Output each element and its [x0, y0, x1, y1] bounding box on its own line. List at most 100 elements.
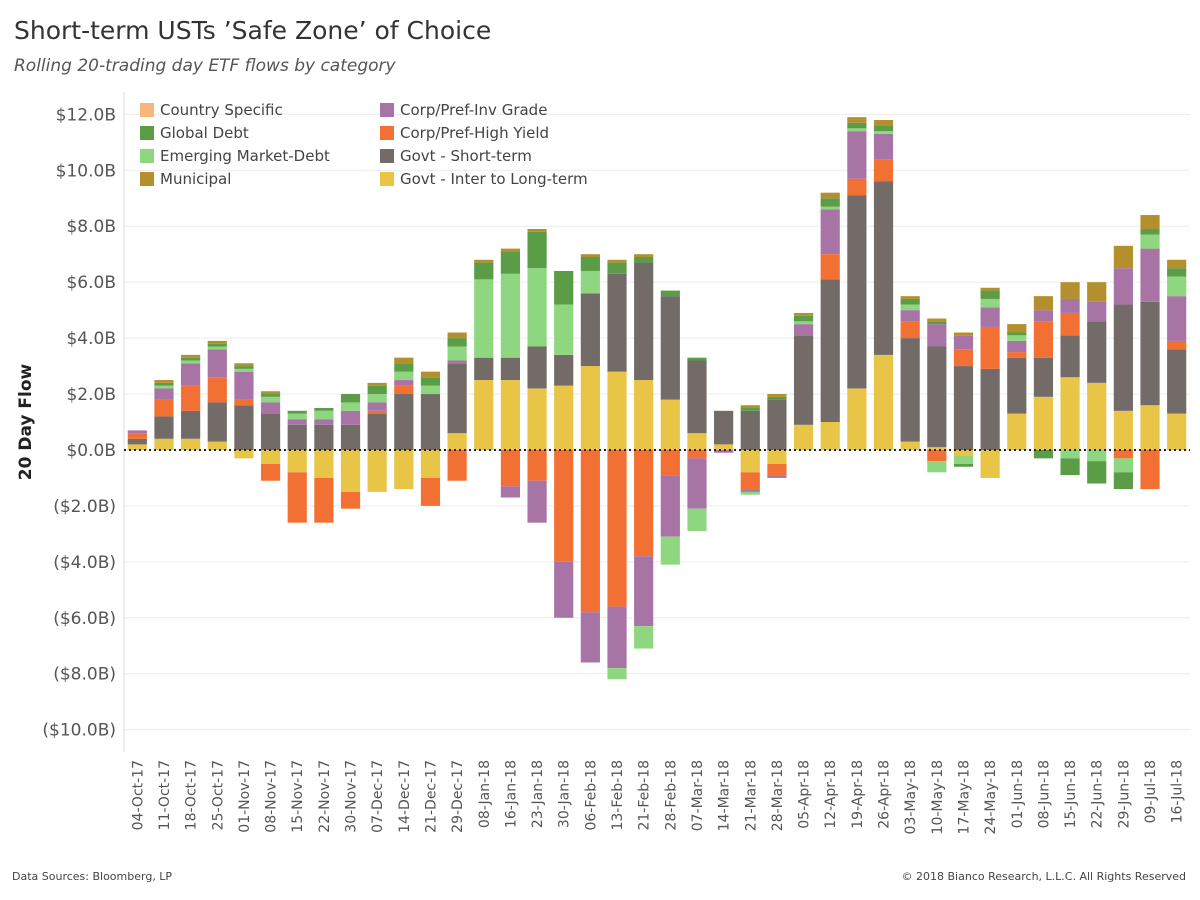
- bar-segment: [127, 444, 147, 450]
- bar-segment: [740, 449, 760, 473]
- bar-segment: [1167, 413, 1187, 450]
- bar-segment: [154, 382, 174, 386]
- bar-segment: [580, 366, 600, 450]
- bar-segment: [447, 332, 467, 339]
- bar-segment: [953, 366, 974, 450]
- bar-segment: [314, 449, 334, 478]
- legend-swatch: [380, 103, 394, 117]
- bar-segment: [181, 357, 201, 361]
- bar-segment: [1113, 449, 1133, 459]
- bar-segment: [580, 612, 600, 663]
- bar-segment: [580, 270, 600, 294]
- bar-segment: [953, 349, 974, 367]
- bar-segment: [927, 461, 947, 473]
- bar-segment: [447, 433, 467, 450]
- legend-label: Corp/Pref-High Yield: [400, 124, 549, 142]
- bar-segment: [181, 410, 201, 439]
- bar-segment: [394, 385, 414, 395]
- bar-segment: [767, 399, 787, 450]
- bar-segment: [660, 449, 680, 476]
- bar-segment: [554, 385, 574, 450]
- bar-segment: [154, 399, 174, 417]
- bar-segment: [314, 408, 334, 411]
- bar-segment: [367, 402, 387, 411]
- bar-segment: [554, 304, 574, 355]
- legend-swatch: [140, 103, 154, 117]
- x-tick-label: 18-Oct-17: [184, 760, 200, 830]
- bar-segment: [793, 324, 814, 336]
- bar-segment: [1140, 234, 1160, 249]
- bar-segment: [367, 410, 387, 414]
- bar-segment: [980, 287, 1000, 291]
- bar-segment: [1167, 259, 1187, 269]
- bar-segment: [740, 410, 760, 450]
- bar-segment: [1167, 349, 1187, 414]
- bar-segment: [1007, 352, 1027, 358]
- bar-segment: [1167, 340, 1187, 350]
- legend-swatch: [380, 172, 394, 186]
- bar-segment: [1113, 245, 1133, 269]
- bar-segment: [847, 122, 867, 129]
- bar-segment: [1113, 268, 1133, 305]
- bar-segment: [873, 131, 894, 134]
- bar-segment: [953, 335, 974, 350]
- bar-segment: [580, 449, 600, 613]
- bar-segment: [607, 449, 627, 607]
- bar-segment: [1140, 248, 1160, 302]
- bar-segment: [181, 385, 201, 411]
- y-tick-label: ($8.0B): [53, 665, 116, 685]
- bar-segment: [420, 449, 441, 478]
- bar-segment: [394, 357, 414, 364]
- bar-segment: [793, 321, 814, 325]
- x-tick-label: 07-Dec-17: [370, 760, 386, 833]
- x-tick-label: 21-Dec-17: [423, 760, 439, 833]
- bar-segment: [500, 449, 521, 487]
- bar-segment: [927, 318, 947, 322]
- bar-segment: [447, 338, 467, 347]
- bar-segment: [394, 371, 414, 381]
- bar-segment: [554, 354, 574, 386]
- bar-segment: [287, 449, 307, 473]
- bar-segment: [527, 480, 547, 523]
- x-tick-label: 03-May-18: [903, 760, 919, 834]
- x-tick-label: 14-Dec-17: [397, 760, 413, 833]
- bar-segment: [820, 279, 840, 422]
- bar-segment: [340, 449, 361, 492]
- bar-segment: [367, 449, 387, 492]
- x-tick-label: 05-Apr-18: [797, 760, 813, 829]
- bar-segment: [847, 388, 867, 450]
- bar-segment: [234, 399, 254, 406]
- bar-segment: [687, 449, 707, 459]
- bar-segment: [634, 449, 654, 557]
- bar-segment: [953, 332, 974, 336]
- bar-segment: [127, 430, 147, 434]
- bar-segment: [207, 343, 227, 347]
- bar-segment: [554, 561, 574, 618]
- bar-segment: [634, 556, 654, 627]
- x-tick-label: 28-Mar-18: [770, 760, 786, 831]
- bar-segment: [500, 251, 521, 274]
- bar-segment: [580, 257, 600, 271]
- bar-segment: [953, 463, 974, 467]
- bar-segment: [980, 290, 1000, 299]
- legend-label: Govt - Inter to Long-term: [400, 170, 588, 188]
- y-tick-label: $6.0B: [66, 273, 116, 293]
- bar-segment: [287, 410, 307, 414]
- x-tick-label: 17-May-18: [956, 760, 972, 834]
- y-tick-label: ($10.0B): [42, 721, 116, 741]
- y-axis-title: 20 Day Flow: [16, 363, 36, 480]
- bar-segment: [873, 354, 894, 450]
- x-tick-label: 01-Nov-17: [237, 760, 253, 833]
- bar-segment: [1007, 324, 1027, 333]
- bar-segment: [340, 394, 361, 403]
- bar-segment: [820, 198, 840, 207]
- legend-label: Global Debt: [160, 124, 249, 142]
- bar-segment: [181, 438, 201, 450]
- bar-segment: [260, 413, 281, 450]
- y-tick-label: $4.0B: [66, 329, 116, 349]
- y-tick-label: $2.0B: [66, 385, 116, 405]
- x-tick-label: 29-Dec-17: [450, 760, 466, 833]
- bar-segment: [1167, 276, 1187, 297]
- y-tick-label: ($2.0B): [53, 497, 116, 517]
